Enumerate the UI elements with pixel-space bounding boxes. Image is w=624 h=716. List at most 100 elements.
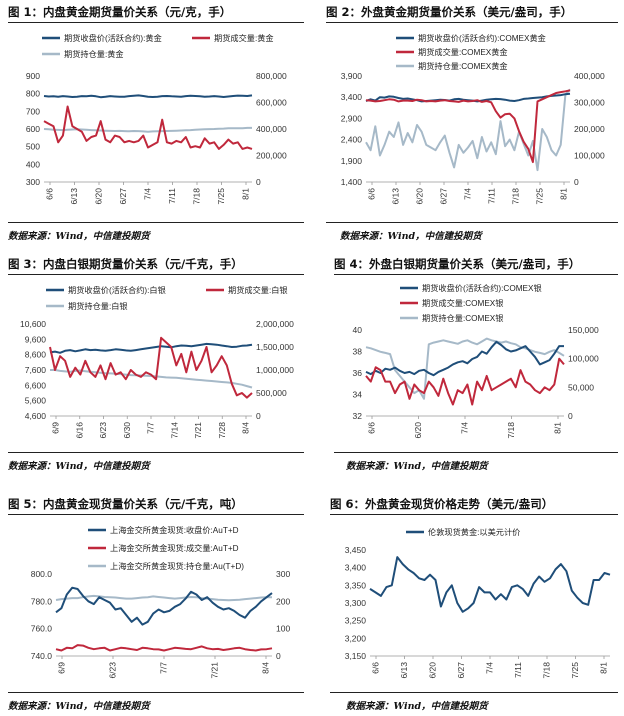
x-tick-label: 6/13 <box>399 662 409 679</box>
source-note: 数据来源：Wind，中信建投期货 <box>8 701 150 712</box>
y-tick-label-right: 300,000 <box>574 98 605 108</box>
y-tick-label-left: 500 <box>26 142 40 152</box>
series-line <box>365 92 571 103</box>
source-note: 数据来源：Wind，中信建投期货 <box>346 461 488 472</box>
series-line <box>365 88 571 172</box>
x-tick-label: 7/28 <box>217 422 227 439</box>
y-tick-label-right: 0 <box>276 651 281 661</box>
x-tick-label: 6/6 <box>367 422 377 434</box>
chart-2: 期货收盘价(活跃合约):COMEX黄金期货成交量:COMEX黄金期货持仓量:CO… <box>341 33 605 205</box>
y-tick-label-left: 3,400 <box>341 92 363 102</box>
y-tick-label-left: 3,200 <box>345 633 367 643</box>
source-rule <box>8 692 304 693</box>
y-tick-label-left: 8,600 <box>25 350 47 360</box>
chart-title: 图 4：外盘白银期货量价关系（美元/盎司，手） <box>334 257 581 271</box>
x-tick-label: 7/4 <box>485 662 495 674</box>
legend-label: 期货持仓量:黄金 <box>64 49 124 59</box>
x-tick-label: 6/20 <box>428 662 438 679</box>
source-note: 数据来源：Wind，中信建投期货 <box>346 701 488 712</box>
y-tick-label-right: 2,000,000 <box>256 319 294 329</box>
x-tick-label: 6/20 <box>415 188 425 205</box>
x-tick-label: 6/9 <box>57 662 67 674</box>
series-line <box>55 644 273 652</box>
legend-label: 期货成交量:黄金 <box>214 33 274 43</box>
title-rule <box>334 274 618 275</box>
title-rule <box>326 22 618 23</box>
series-line <box>55 586 273 626</box>
legend-label: 上海金交所黄金现货:收盘价:AuT+D <box>110 525 239 535</box>
legend-label: 期货收盘价(活跃合约):黄金 <box>64 33 162 43</box>
x-tick-label: 8/1 <box>553 422 563 434</box>
y-tick-label-right: 200,000 <box>256 151 287 161</box>
legend-label: 期货收盘价(活跃合约):白银 <box>68 285 166 295</box>
x-tick-label: 7/11 <box>513 662 523 678</box>
legend-label: 期货持仓量:COMEX银 <box>422 313 503 323</box>
chart-6: 伦敦现货黄金:以美元计价 3,150 3,200 3,250 3,300 3,350 3,4… <box>345 527 611 679</box>
x-tick-label: 7/11 <box>167 188 177 204</box>
y-tick-label-right: 100,000 <box>574 151 605 161</box>
x-tick-label: 8/4 <box>241 422 251 434</box>
y-tick-label-left: 760.0 <box>31 624 53 634</box>
y-tick-label-right: 0 <box>256 411 261 421</box>
x-tick-label: 6/13 <box>69 188 79 205</box>
legend-label: 期货成交量:COMEX黄金 <box>418 47 508 57</box>
y-tick-label-left: 3,250 <box>345 616 367 626</box>
x-tick-label: 6/16 <box>74 422 84 439</box>
y-tick-label-left: 2,900 <box>341 113 363 123</box>
source-rule <box>8 452 304 453</box>
title-rule <box>330 514 618 515</box>
legend-label: 上海金交所黄金现货:持仓量:Au(T+D) <box>110 561 244 571</box>
y-tick-label-left: 800.0 <box>31 569 53 579</box>
series-line <box>50 369 253 389</box>
chart-4: 期货收盘价(活跃合约):COMEX银期货成交量:COMEX银期货持仓量:COME… <box>353 283 599 439</box>
legend-label: 上海金交所黄金现货:成交量:AuT+D <box>110 543 239 553</box>
y-tick-label-left: 40 <box>353 325 363 335</box>
x-tick-label: 7/4 <box>143 188 153 200</box>
x-tick-label: 7/4 <box>463 188 473 200</box>
x-tick-label: 6/6 <box>371 662 381 674</box>
chart-title: 图 2：外盘黄金期货量价关系（美元/盎司，手） <box>326 5 573 19</box>
x-tick-label: 6/20 <box>94 188 104 205</box>
y-tick-label-left: 600 <box>26 124 40 134</box>
x-tick-label: 6/9 <box>51 422 61 434</box>
x-tick-label: 8/1 <box>599 662 609 674</box>
series-line <box>43 105 253 150</box>
y-tick-label-left: 780.0 <box>31 596 53 606</box>
series-line <box>43 94 253 99</box>
x-tick-label: 7/18 <box>511 188 521 205</box>
legend-label: 期货收盘价(活跃合约):COMEX黄金 <box>418 33 546 43</box>
y-tick-label-left: 740.0 <box>31 651 53 661</box>
y-tick-label-right: 200 <box>276 596 290 606</box>
x-tick-label: 6/23 <box>98 422 108 439</box>
y-tick-label-left: 900 <box>26 71 40 81</box>
y-tick-label-right: 500,000 <box>256 388 287 398</box>
y-tick-label-left: 300 <box>26 177 40 187</box>
y-tick-label-right: 50,000 <box>568 382 594 392</box>
series-line <box>49 336 253 399</box>
x-tick-label: 6/27 <box>118 188 128 205</box>
x-tick-label: 7/21 <box>193 422 203 439</box>
source-rule <box>334 452 618 453</box>
legend-label: 期货收盘价(活跃合约):COMEX银 <box>422 283 542 293</box>
x-tick-label: 6/27 <box>456 662 466 679</box>
y-tick-label-right: 200,000 <box>574 124 605 134</box>
x-tick-label: 7/7 <box>159 662 169 674</box>
x-tick-label: 7/18 <box>542 662 552 679</box>
x-tick-label: 8/4 <box>261 662 271 674</box>
x-tick-label: 7/11 <box>487 188 497 204</box>
series-line <box>365 89 571 164</box>
y-tick-label-right: 150,000 <box>568 325 599 335</box>
y-tick-label-left: 32 <box>353 411 363 421</box>
y-tick-label-left: 3,350 <box>345 580 367 590</box>
y-tick-label-left: 9,600 <box>25 334 47 344</box>
x-tick-label: 8/1 <box>559 188 569 200</box>
x-tick-label: 7/25 <box>570 662 580 679</box>
y-tick-label-left: 3,300 <box>345 598 367 608</box>
x-tick-label: 6/27 <box>439 188 449 205</box>
y-tick-label-right: 400,000 <box>256 124 287 134</box>
x-tick-label: 6/13 <box>391 188 401 205</box>
y-tick-label-right: 100 <box>276 624 290 634</box>
y-tick-label-right: 100,000 <box>568 354 599 364</box>
x-tick-label: 6/6 <box>45 188 55 200</box>
